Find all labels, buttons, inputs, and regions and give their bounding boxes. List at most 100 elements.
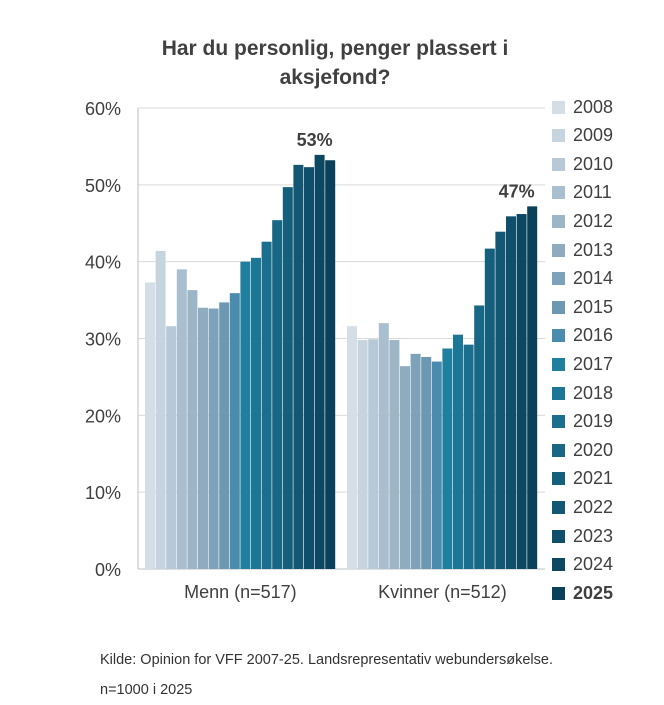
legend-swatch [552,272,565,286]
legend-swatch [552,443,565,457]
legend-item-2008: 2008 [552,97,613,117]
bar-2021-menn [282,187,293,569]
legend-label: 2010 [573,153,614,174]
legend-item-2009: 2009 [552,125,614,146]
legend-swatch [552,586,565,600]
legend-item-2021: 2021 [552,468,614,489]
bar-2008-kvinner [347,326,357,569]
legend-label: 2019 [573,411,614,432]
bar-2012-menn [187,290,198,569]
bar-2017-kvinner [442,348,453,569]
bar-2024-menn [314,154,325,569]
bar-2018-menn [251,257,261,569]
bar-2012-kvinner [389,340,400,569]
annotations: 53% 47% [297,130,535,201]
legend-item-2016: 2016 [552,325,614,346]
bar-2019-kvinner [463,344,474,569]
legend-label: 2023 [573,525,614,546]
y-tick-label: 60% [85,99,121,119]
legend-swatch [552,100,565,114]
bar-2021-kvinner [484,248,495,570]
legend-swatch [552,415,565,429]
legend-label: 2008 [573,96,614,117]
bar-2018-kvinner [453,334,463,569]
y-tick-label: 0% [95,560,121,580]
legend-swatch [552,329,565,343]
bar-2014-menn [208,308,219,569]
legend-label: 2015 [573,296,614,317]
chart-title: Har du personlig, penger plassert i aksj… [161,37,509,89]
bar-2015-kvinner [421,356,432,569]
legend-item-2014: 2014 [552,268,614,289]
y-tick-label: 40% [85,253,121,273]
y-tick-label: 50% [85,176,121,196]
legend-swatch [552,472,565,486]
legend-label: 2016 [573,325,614,346]
bars [145,154,538,570]
legend-swatch [552,500,565,514]
bar-2014-kvinner [410,353,421,569]
legend-label: 2014 [573,268,614,289]
legend-item-2019: 2019 [552,411,614,432]
bar-2009-kvinner [357,340,368,569]
bar-2019-menn [261,241,272,569]
legend-label: 2020 [573,439,614,460]
y-axis-ticks: 0% 10% 20% 30% 40% 50% 60% [85,99,121,580]
bar-2011-menn [176,269,187,569]
legend-label: 2009 [573,125,614,146]
bar-2016-menn [229,293,240,569]
legend-swatch [552,357,565,371]
bar-2023-menn [304,167,314,569]
y-tick-label: 20% [85,406,121,426]
source-line-2: n=1000 i 2025 [100,682,193,698]
legend-swatch [552,243,565,257]
legend-item-2013: 2013 [552,240,613,260]
y-tick-label: 30% [85,330,121,350]
legend-item-2018: 2018 [552,383,613,403]
legend-item-2020: 2020 [552,440,613,460]
bar-2013-menn [198,307,208,569]
bar-2008-menn [145,282,155,569]
legend-swatch [552,129,565,143]
bar-2025-kvinner [527,206,538,569]
legend-item-2022: 2022 [552,497,613,517]
legend-item-2011: 2011 [552,182,612,203]
bar-2020-menn [272,220,283,569]
legend-swatch [552,529,565,543]
source-note: Kilde: Opinion for VFF 2007-25. Landsrep… [100,645,553,705]
bar-2010-kvinner [368,339,379,569]
legend-item-2010: 2010 [552,154,613,174]
legend-label: 2017 [573,353,614,374]
legend-label: 2011 [573,182,612,203]
bar-2020-kvinner [474,305,485,569]
legend-swatch [552,300,565,314]
bar-2022-menn [293,164,304,569]
bar-2023-kvinner [506,216,516,569]
bar-2009-menn [155,250,166,569]
legend-swatch [552,157,565,171]
legend-label: 2021 [573,468,614,489]
x-tick-label: Kvinner (n=512) [378,582,507,602]
x-tick-label: Menn (n=517) [184,582,297,602]
legend-swatch [552,214,565,228]
y-tick-label: 10% [85,483,121,503]
bar-2015-menn [219,302,230,569]
legend-item-2012: 2012 [552,211,613,231]
bar-chart: 0% 10% 20% 30% 40% 50% 60% 53% 47% Menn (n=517)… [85,99,545,602]
legend-item-2017: 2017 [552,354,613,374]
bar-2010-menn [166,326,177,569]
legend-item-2015: 2015 [552,297,613,317]
bar-2013-kvinner [400,366,410,569]
legend-swatch [552,186,565,200]
legend-label: 2025 [573,582,614,603]
data-label: 47% [499,181,535,201]
bar-2017-menn [240,261,251,569]
bar-2011-kvinner [378,323,389,569]
bar-2025-menn [325,160,336,569]
legend-item-2025: 2025 [552,583,613,603]
legend-item-2024: 2024 [552,554,613,575]
legend-swatch [552,386,565,400]
legend-swatch [552,558,565,572]
bar-2024-kvinner [516,214,527,569]
legend-label: 2018 [573,382,614,403]
